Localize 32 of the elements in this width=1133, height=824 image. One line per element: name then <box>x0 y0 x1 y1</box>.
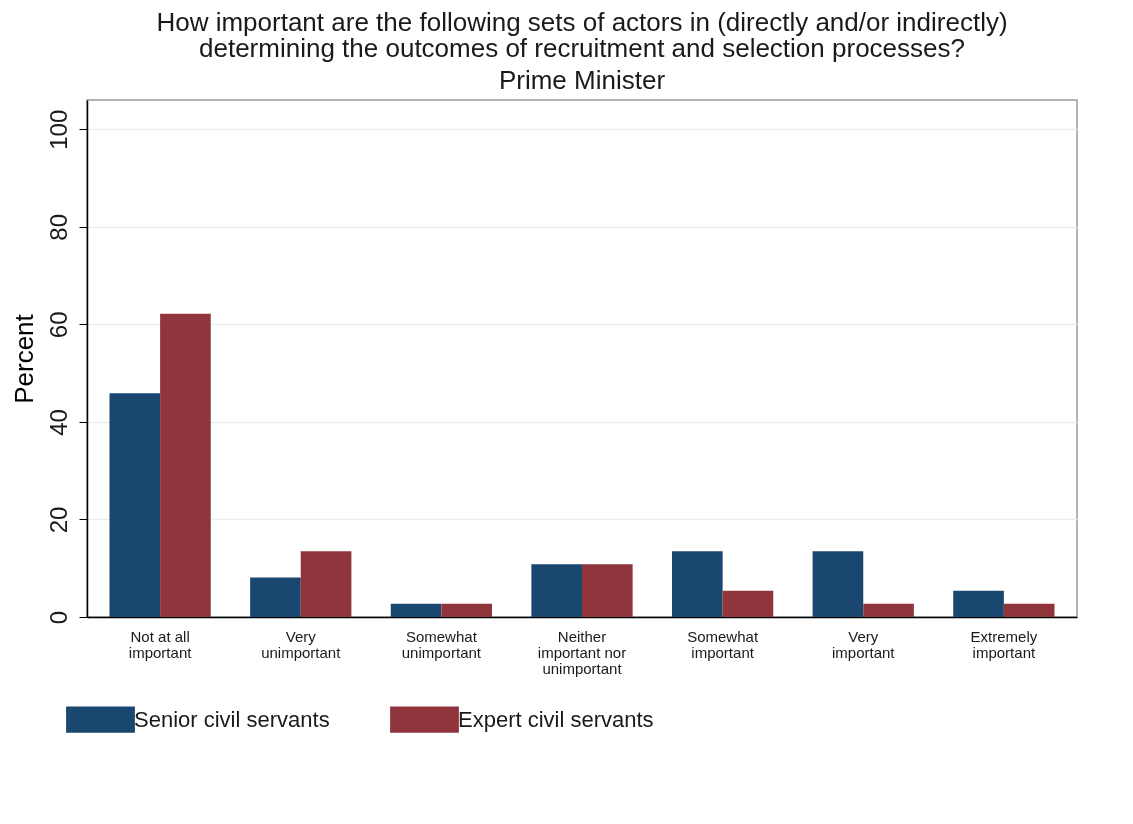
bar <box>722 590 774 617</box>
bar <box>250 577 301 617</box>
y-tick-label: 100 <box>44 109 72 150</box>
y-tick-label: 0 <box>44 610 72 625</box>
chart-subtitle: Prime Minister <box>498 65 666 95</box>
bar <box>1003 603 1055 617</box>
bar <box>863 603 914 617</box>
bar <box>812 551 864 617</box>
bar <box>582 564 633 617</box>
bar <box>672 551 723 617</box>
legend-label: Senior civil servants <box>134 706 330 732</box>
x-tick-label: Not at all important <box>128 627 193 661</box>
x-tick-label: Neither important nor unimportant <box>537 627 627 677</box>
y-tick-label: 40 <box>44 409 72 436</box>
legend-label: Expert civil servants <box>458 706 654 732</box>
x-tick-label: Somewhat important <box>687 627 759 661</box>
x-tick-label: Extremely important <box>970 627 1038 661</box>
bar <box>953 590 1004 617</box>
bar <box>160 313 211 617</box>
y-tick-label: 60 <box>44 311 72 339</box>
bar <box>441 603 492 617</box>
bar <box>531 564 582 617</box>
x-tick-label: Very important <box>831 627 896 661</box>
bar <box>390 603 442 617</box>
y-tick-label: 20 <box>44 506 72 534</box>
bar <box>300 551 352 617</box>
x-tick-label: Very unimportant <box>261 627 342 661</box>
y-tick-label: 80 <box>44 213 72 241</box>
x-tick-label: Somewhat unimportant <box>401 627 482 661</box>
y-axis-title: Percent <box>8 313 39 404</box>
chart-title: How important are the following sets of actors in (directly and/or indirectly) determining the outcomes of recruitment and selection processes? <box>156 7 1008 63</box>
bar <box>109 393 161 617</box>
